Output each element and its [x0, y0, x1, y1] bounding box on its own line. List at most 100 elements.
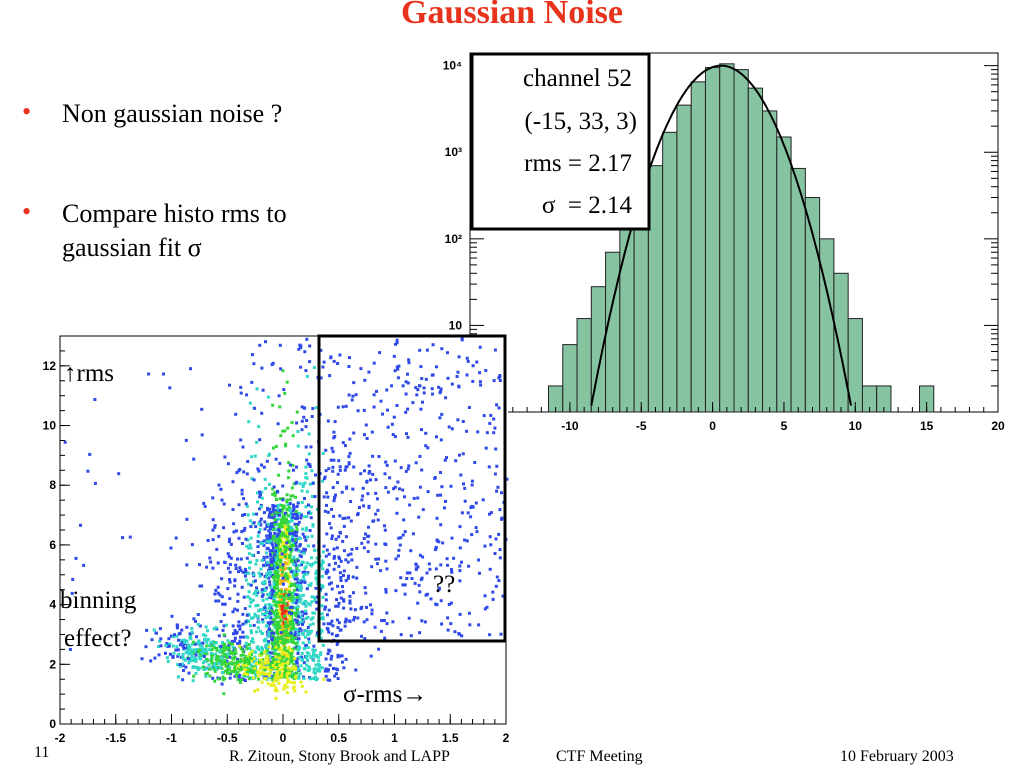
scatter-point — [256, 603, 260, 607]
scatter-point — [293, 657, 297, 660]
scatter-point — [414, 563, 418, 567]
scatter-point — [322, 544, 326, 548]
scatter-point — [497, 532, 501, 536]
scatter-point — [404, 380, 408, 384]
scatter-point — [274, 653, 278, 656]
scatter-point — [384, 460, 388, 464]
scatter-point — [328, 374, 332, 378]
binning-annotation: binning — [60, 587, 137, 614]
scatter-point — [299, 589, 303, 592]
scatter-point — [230, 651, 233, 655]
scatter-point — [224, 669, 228, 673]
scatter-point — [353, 608, 357, 612]
scatter-point — [272, 516, 276, 520]
scatter-point — [275, 604, 279, 608]
scatter-point — [300, 489, 304, 493]
scatter-point — [281, 671, 285, 675]
scatter-point — [236, 608, 239, 612]
scatter-point — [450, 570, 454, 574]
scatter-point — [140, 657, 144, 661]
scatter-point — [261, 612, 264, 616]
scatter-point — [295, 577, 299, 581]
scatter-point — [417, 583, 421, 587]
scatter-point — [264, 616, 268, 620]
scatter-point — [207, 663, 211, 667]
scatter-point — [287, 540, 291, 544]
scatter-point — [328, 663, 332, 667]
scatter-point — [261, 658, 265, 662]
scatter-point — [341, 441, 345, 445]
scatter-point — [280, 525, 284, 529]
scatter-point — [203, 652, 207, 656]
scatter-point — [440, 412, 444, 416]
scatter-point — [365, 479, 369, 483]
scatter-point — [339, 628, 343, 632]
scatter-point — [283, 646, 287, 650]
scatter-point — [274, 616, 278, 620]
scatter-point — [276, 532, 280, 536]
scatter-point — [252, 660, 256, 664]
scatter-point — [275, 536, 279, 540]
scatter-point — [261, 541, 265, 545]
scatter-point — [422, 391, 426, 395]
scatter-point — [238, 627, 242, 631]
scatter-point — [318, 669, 322, 673]
scatter-point — [276, 612, 279, 615]
scatter-point — [234, 674, 238, 678]
scatter-point — [305, 458, 309, 462]
scatter-point — [271, 546, 275, 550]
scatter-point — [465, 539, 469, 543]
scatter-point — [238, 624, 242, 628]
scatter-point — [219, 620, 223, 623]
scatter-point — [346, 576, 350, 580]
scatter-point — [347, 393, 351, 397]
scatter-point — [184, 646, 188, 650]
scatter-point — [332, 567, 336, 571]
scatter-point — [227, 668, 231, 671]
scatter-point — [305, 476, 309, 480]
scatter-point — [263, 579, 267, 583]
scatter-point — [363, 433, 366, 437]
scatter-point — [230, 639, 234, 643]
scatter-point — [237, 536, 241, 540]
scatter-point — [287, 567, 291, 571]
scatter-point — [234, 412, 238, 416]
scatter-point — [476, 430, 480, 434]
scatter-point — [263, 527, 267, 531]
scatter-point — [471, 364, 475, 368]
scatter-point — [184, 438, 188, 442]
scatter-point — [285, 521, 288, 525]
scatter-point — [253, 655, 257, 659]
scatter-point — [315, 570, 319, 574]
scatter-point — [437, 587, 441, 591]
scatter-point — [270, 525, 274, 528]
scatter-point — [242, 595, 246, 599]
scatter-point — [279, 548, 283, 552]
scatter-point — [421, 508, 425, 512]
scatter-point — [312, 667, 316, 671]
scatter-point — [301, 485, 305, 488]
scatter-point — [276, 645, 280, 649]
scatter-point — [217, 661, 221, 665]
scatter-point — [338, 353, 342, 357]
scatter-point — [241, 612, 245, 616]
scatter-point — [470, 479, 474, 483]
scatter-point — [379, 569, 383, 573]
scatter-point — [395, 404, 399, 407]
scatter-point — [269, 560, 273, 564]
scatter-point — [198, 644, 202, 648]
scatter-point — [366, 540, 370, 544]
scatter-point — [184, 658, 187, 662]
scatter-point — [299, 516, 303, 520]
scatter-point — [287, 580, 291, 583]
scatter-point — [191, 665, 195, 669]
scatter-point — [339, 579, 343, 582]
scatter-point — [177, 675, 180, 679]
scatter-point — [243, 672, 247, 676]
scatter-point — [262, 563, 265, 567]
scatter-point — [228, 676, 232, 680]
scatter-point — [267, 627, 271, 631]
scatter-y-tick-label: 4 — [49, 598, 56, 612]
scatter-point — [330, 619, 334, 623]
scatter-point — [346, 553, 350, 557]
